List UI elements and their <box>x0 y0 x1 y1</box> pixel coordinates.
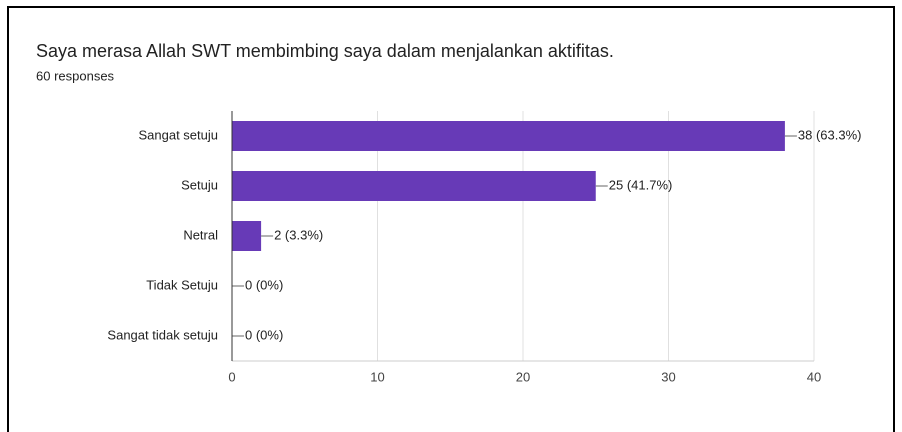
value-label: 25 (41.7%) <box>609 177 673 192</box>
value-label: 0 (0%) <box>245 277 283 292</box>
x-tick-label: 0 <box>228 369 235 384</box>
frame <box>7 6 895 432</box>
bar <box>232 171 596 201</box>
y-tick-label: Sangat setuju <box>138 127 218 142</box>
y-tick-label: Tidak Setuju <box>146 277 218 292</box>
chart-subtitle: 60 responses <box>36 68 115 83</box>
value-label: 2 (3.3%) <box>274 227 323 242</box>
value-label: 0 (0%) <box>245 327 283 342</box>
bar <box>232 221 262 251</box>
x-tick-label: 10 <box>370 369 384 384</box>
y-tick-label: Setuju <box>181 177 218 192</box>
x-tick-label: 40 <box>807 369 821 384</box>
bar <box>232 121 785 151</box>
x-tick-label: 30 <box>661 369 675 384</box>
y-tick-label: Netral <box>183 227 218 242</box>
x-tick-label: 20 <box>516 369 530 384</box>
y-tick-label: Sangat tidak setuju <box>107 327 218 342</box>
value-label: 38 (63.3%) <box>798 127 862 142</box>
chart-title: Saya merasa Allah SWT membimbing saya da… <box>36 41 614 61</box>
